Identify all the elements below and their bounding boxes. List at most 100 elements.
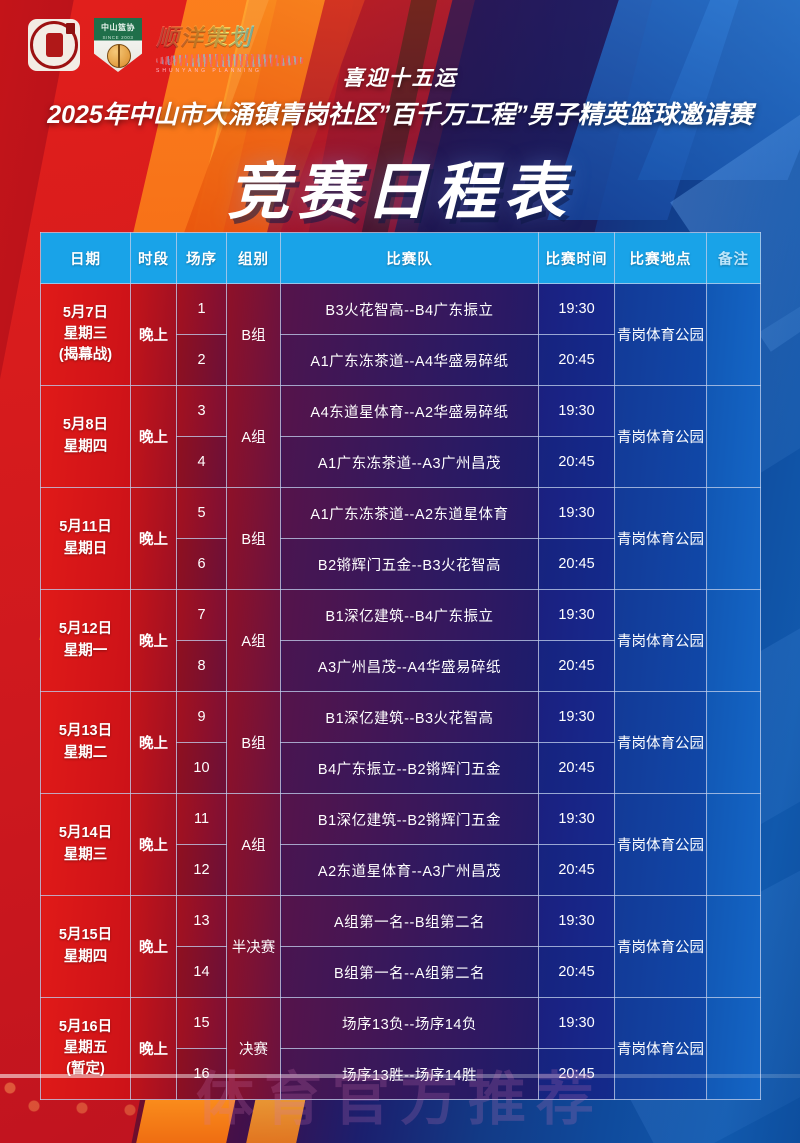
cell-group: 决赛: [226, 997, 281, 1100]
date-line: 5月16日: [58, 1018, 113, 1035]
date-line: 星期二: [63, 744, 108, 761]
cell-teams: B4广东振立--B2锵辉门五金: [280, 742, 539, 794]
date-line: 星期五: [63, 1039, 108, 1056]
date-line: 5月7日: [62, 304, 109, 321]
table-row: 5月14日 星期三 晚上 11 A组 B1深亿建筑--B2锵辉门五金 19:30 青岗体育公园: [40, 793, 761, 896]
cell-time: 20:45: [538, 640, 615, 692]
cell-remark: [706, 283, 761, 386]
cell-teams: A2东道星体育--A3广州昌茂: [280, 844, 539, 896]
cell-date: 5月7日 星期三 (揭幕战): [40, 283, 131, 386]
cell-teams: B1深亿建筑--B2锵辉门五金: [280, 793, 539, 845]
group-label: 决赛: [239, 1042, 268, 1058]
cell-date: 5月12日 星期一: [40, 589, 131, 692]
cell-sequence: 1: [176, 283, 227, 335]
cell-sequence: 10: [176, 742, 227, 794]
date-line: 星期四: [63, 438, 108, 455]
cell-venue: 青岗体育公园: [614, 589, 707, 692]
cell-sequence: 7: [176, 589, 227, 641]
column-header-seq: 场序: [176, 232, 227, 284]
cell-remark: [706, 997, 761, 1100]
cell-date: 5月16日 星期五 (暂定): [40, 997, 131, 1100]
cell-date: 5月11日 星期日: [40, 487, 131, 590]
table-row: 5月15日 星期四 晚上 13 半决赛 A组第一名--B组第二名 19:30 青岗体育公园: [40, 895, 761, 998]
cell-teams: A组第一名--B组第二名: [280, 895, 539, 947]
group-label: A组: [241, 634, 266, 650]
column-header-venue: 比赛地点: [614, 232, 707, 284]
cell-time: 19:30: [538, 793, 615, 845]
cell-time: 19:30: [538, 283, 615, 335]
zhongshan-basketball-association-logo-icon: 中山篮协 SINCE 2003: [94, 18, 142, 72]
cell-venue: 青岗体育公园: [614, 895, 707, 998]
cell-group: B组: [226, 283, 281, 386]
cell-date: 5月15日 星期四: [40, 895, 131, 998]
column-header-period: 时段: [130, 232, 177, 284]
cell-teams: B2锵辉门五金--B3火花智高: [280, 538, 539, 590]
cell-venue: 青岗体育公园: [614, 691, 707, 794]
cell-sequence: 15: [176, 997, 227, 1049]
cell-date: 5月14日 星期三: [40, 793, 131, 896]
cell-teams: 场序13负--场序14负: [280, 997, 539, 1049]
column-header-remark: 备注: [706, 232, 761, 284]
cell-period: 晚上: [130, 589, 177, 692]
schedule-table: 日期 时段 场序 组别 比赛队 比赛时间 比赛地点 备注 5月7日 星期三 (揭幕战…: [40, 232, 761, 1100]
cell-period: 晚上: [130, 487, 177, 590]
column-header-teams: 比赛队: [280, 232, 539, 284]
sponsor-logo-wave: [156, 54, 306, 67]
cell-venue: 青岗体育公园: [614, 283, 707, 386]
date-line: 5月15日: [58, 927, 113, 944]
shunyang-planning-logo-icon: 顺洋策划 SHUNYANG PLANNING: [156, 16, 306, 74]
cell-remark: [706, 895, 761, 998]
cell-teams: A1广东冻茶道--A3广州昌茂: [280, 436, 539, 488]
cell-teams: B1深亿建筑--B4广东振立: [280, 589, 539, 641]
date-line: 5月14日: [58, 825, 113, 842]
date-line: 星期一: [63, 642, 108, 659]
cell-venue: 青岗体育公园: [614, 793, 707, 896]
cell-teams: B1深亿建筑--B3火花智高: [280, 691, 539, 743]
cell-teams: A1广东冻茶道--A2东道星体育: [280, 487, 539, 539]
cell-sequence: 13: [176, 895, 227, 947]
cell-venue: 青岗体育公园: [614, 385, 707, 488]
cell-sequence: 4: [176, 436, 227, 488]
date-line: 星期三: [63, 325, 108, 342]
cell-period: 晚上: [130, 793, 177, 896]
table-row: 5月13日 星期二 晚上 9 B组 B1深亿建筑--B3火花智高 19:30 青岗体育公园: [40, 691, 761, 794]
cell-period: 晚上: [130, 385, 177, 488]
cell-sequence: 5: [176, 487, 227, 539]
cell-venue: 青岗体育公园: [614, 487, 707, 590]
table-header-row: 日期 时段 场序 组别 比赛队 比赛时间 比赛地点 备注: [40, 232, 761, 284]
cell-remark: [706, 691, 761, 794]
cell-time: 20:45: [538, 844, 615, 896]
cell-group: A组: [226, 385, 281, 488]
table-row: 5月16日 星期五 (暂定) 晚上 15 决赛 场序13负--场序14负 19:30 青岗体育公…: [40, 997, 761, 1100]
cell-time: 20:45: [538, 436, 615, 488]
emblem-logo-icon: [28, 19, 80, 71]
table-row: 5月11日 星期日 晚上 5 B组 A1广东冻茶道--A2东道星体育 19:30 青岗体育公园: [40, 487, 761, 590]
cell-venue: 青岗体育公园: [614, 997, 707, 1100]
cell-sequence: 9: [176, 691, 227, 743]
cell-time: 20:45: [538, 742, 615, 794]
cell-group: B组: [226, 487, 281, 590]
cell-time: 19:30: [538, 997, 615, 1049]
date-line: 星期日: [63, 540, 108, 557]
cell-period: 晚上: [130, 691, 177, 794]
cell-teams: A3广州昌茂--A4华盛易碎纸: [280, 640, 539, 692]
table-row: 5月7日 星期三 (揭幕战) 晚上 1 B组 B3火花智高--B4广东振立 19:30 青岗体育…: [40, 283, 761, 386]
cell-period: 晚上: [130, 283, 177, 386]
cell-date: 5月8日 星期四: [40, 385, 131, 488]
cell-period: 晚上: [130, 895, 177, 998]
column-header-group: 组别: [226, 232, 281, 284]
cell-sequence: 2: [176, 334, 227, 386]
cell-teams: A4东道星体育--A2华盛易碎纸: [280, 385, 539, 437]
table-row: 5月8日 星期四 晚上 3 A组 A4东道星体育--A2华盛易碎纸 19:30 青岗体育公园: [40, 385, 761, 488]
cell-group: B组: [226, 691, 281, 794]
group-label: B组: [241, 736, 266, 752]
cell-time: 19:30: [538, 487, 615, 539]
cell-group: A组: [226, 589, 281, 692]
cell-time: 20:45: [538, 946, 615, 998]
cell-time: 19:30: [538, 589, 615, 641]
cell-sequence: 6: [176, 538, 227, 590]
cell-time: 20:45: [538, 334, 615, 386]
cell-sequence: 8: [176, 640, 227, 692]
cell-period: 晚上: [130, 997, 177, 1100]
headline-line-2: 2025年中山市大涌镇青岗社区”百千万工程”男子精英篮球邀请赛: [47, 101, 753, 129]
